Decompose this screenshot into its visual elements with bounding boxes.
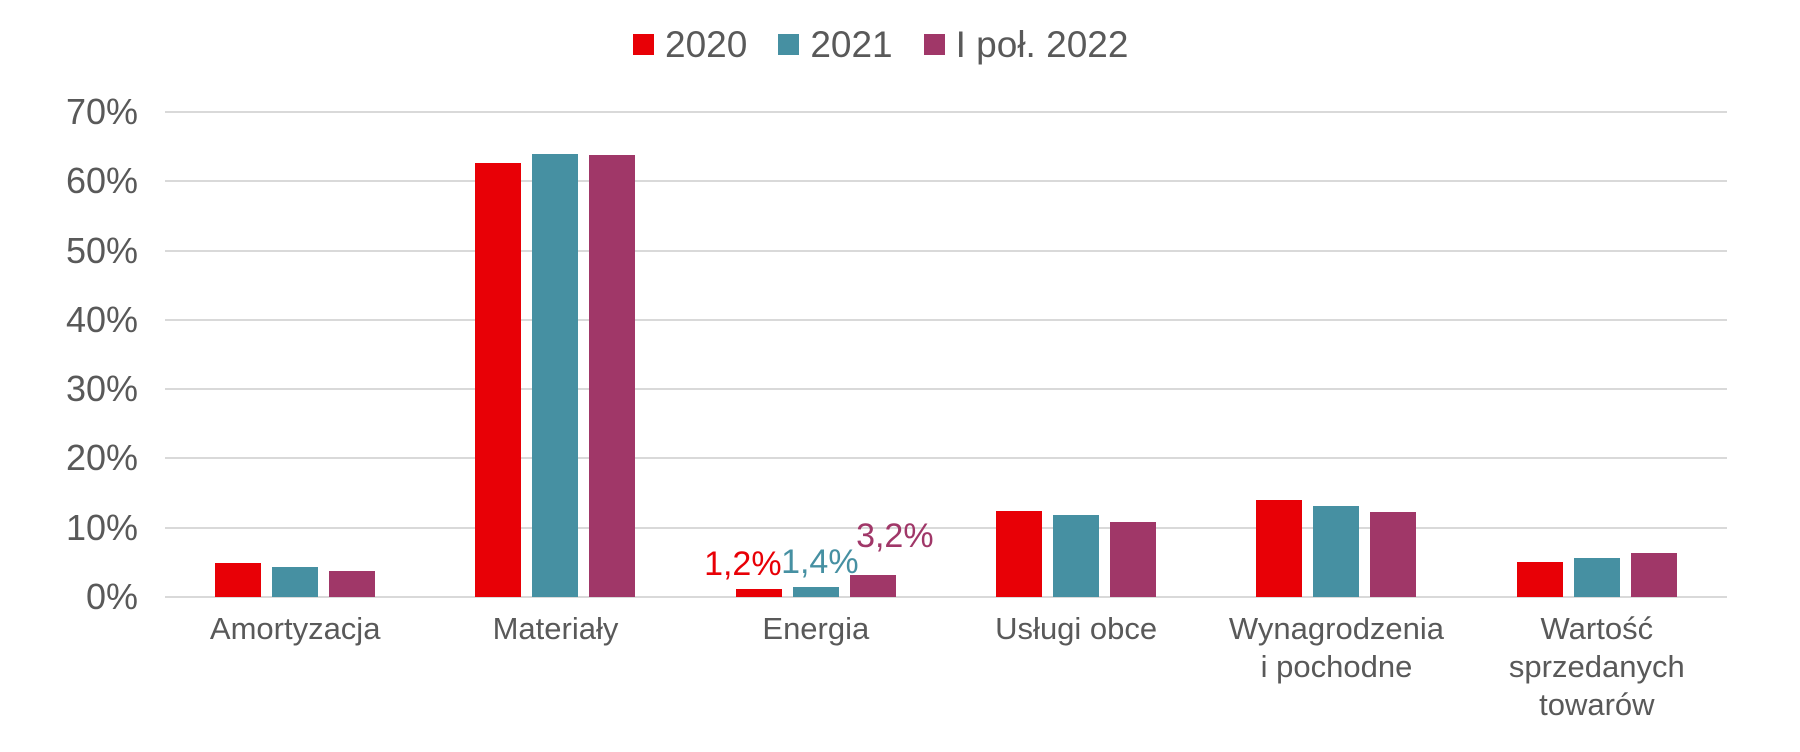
legend-item-2020: 2020 — [633, 26, 747, 63]
bar-2021-amortyzacja — [272, 567, 319, 597]
category-label-materia-y: Materiały — [492, 611, 619, 646]
legend-label: 2020 — [665, 24, 748, 65]
bar-i-po-2022-amortyzacja — [329, 571, 376, 597]
bar-2020-materia-y — [475, 163, 522, 597]
legend-item-2021: 2021 — [778, 24, 893, 65]
bar-i-po-2022-materia-y — [589, 155, 636, 597]
chart-legend: 2020 2021 I poł. 2022 — [633, 26, 1128, 63]
y-tick-label: 50% — [65, 229, 138, 271]
gridline — [165, 388, 1727, 391]
legend-label: I poł. 2022 — [955, 24, 1129, 65]
bar-2020-amortyzacja — [215, 563, 262, 597]
category-label-amortyzacja: Amortyzacja — [209, 611, 381, 646]
bar-2020-wynagrodzenia — [1256, 500, 1303, 597]
gridline — [165, 596, 1727, 598]
bar-i-po-2022-energia: 3,2% — [849, 519, 934, 597]
bar-group-warto — [1467, 553, 1727, 597]
bar-group-amortyzacja — [165, 563, 425, 597]
y-tick-label: 10% — [65, 506, 138, 548]
y-tick-label: 0% — [85, 576, 138, 617]
category-label-warto: Wartość sprzedanych towarów — [1508, 611, 1685, 722]
gridline — [165, 318, 1727, 321]
legend-swatch-icon — [778, 34, 800, 55]
legend-label: 2021 — [810, 24, 893, 65]
bar-2021-us-ugi-obce — [1053, 515, 1100, 597]
bar-i-po-2022-warto — [1630, 553, 1677, 597]
y-tick-label: 20% — [65, 437, 138, 479]
gridline — [165, 457, 1727, 460]
bar-i-po-2022-wynagrodzenia — [1370, 512, 1417, 597]
y-tick-label: 40% — [65, 298, 138, 340]
bar-group-us-ugi-obce — [946, 511, 1206, 597]
bar-group-wynagrodzenia — [1206, 500, 1466, 597]
bar-2020-us-ugi-obce — [996, 511, 1043, 597]
bar-i-po-2022-us-ugi-obce — [1110, 522, 1157, 597]
bar-2021-warto — [1573, 558, 1620, 597]
bar-group-energia: 1,2% 1,4% 3,2% — [686, 519, 946, 597]
gridline — [165, 111, 1727, 113]
gridline — [165, 180, 1727, 183]
legend-swatch-icon — [923, 34, 945, 55]
y-tick-label: 30% — [65, 368, 138, 410]
gridline — [165, 249, 1727, 252]
data-label-2020: 1,2% — [704, 545, 782, 583]
bar-2020-warto — [1516, 562, 1563, 597]
legend-swatch-icon — [633, 34, 654, 55]
legend-item-i-po-2022: I poł. 2022 — [923, 24, 1129, 65]
bar-2021-energia: 1,4% — [781, 545, 859, 597]
bar-2021-materia-y — [532, 154, 579, 597]
bar-2020-energia: 1,2% — [704, 547, 782, 597]
y-tick-label: 60% — [65, 160, 138, 202]
data-label-i-po-2022: 3,2% — [856, 517, 934, 555]
gridline — [165, 526, 1727, 529]
y-tick-label: 70% — [65, 91, 138, 132]
data-label-2021: 1,4% — [781, 543, 859, 581]
category-label-wynagrodzenia: Wynagrodzenia i pochodne — [1228, 611, 1445, 684]
bar-2021-wynagrodzenia — [1313, 506, 1360, 597]
category-label-us-ugi-obce: Usługi obce — [995, 611, 1158, 646]
category-label-energia: Energia — [762, 611, 870, 646]
bar-group-materia-y — [425, 154, 685, 597]
